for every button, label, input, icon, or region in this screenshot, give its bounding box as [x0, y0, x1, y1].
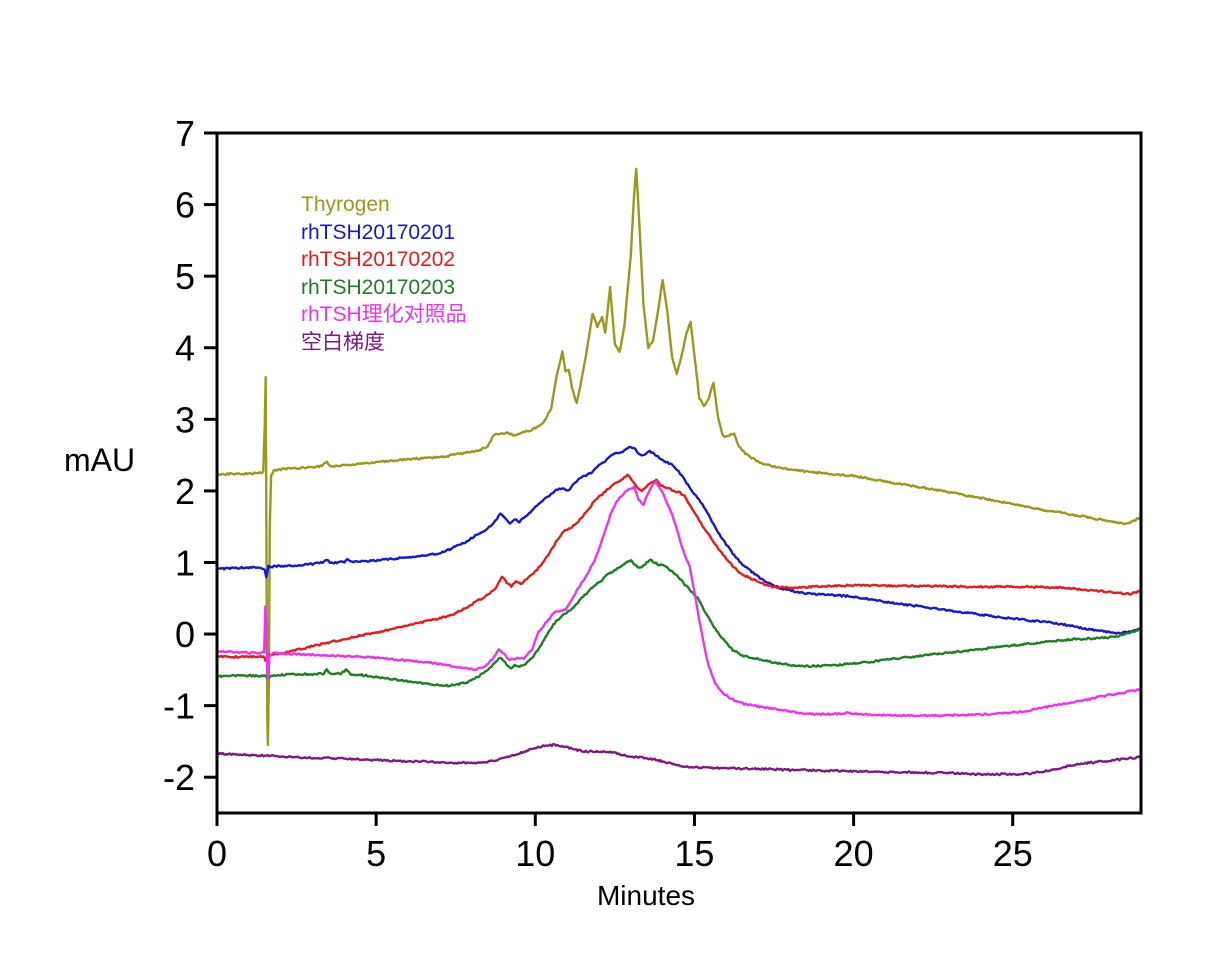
series-line-5	[217, 743, 1141, 777]
y-tick-label: 5	[175, 256, 195, 297]
y-tick-label: 4	[175, 328, 195, 369]
legend-item-thyrogen: Thyrogen	[301, 193, 390, 216]
plot-border	[215, 131, 1143, 815]
y-tick-label: 0	[175, 614, 195, 655]
y-axis-title: mAU	[64, 442, 136, 478]
x-tick-label: 10	[515, 833, 555, 874]
legend-item-blank-gradient: 空白梯度	[301, 330, 385, 354]
legend-item-rhtsh-reference: rhTSH理化对照品	[301, 303, 467, 326]
x-tick-label: 25	[993, 833, 1033, 874]
legend-item-rhtsh20170203: rhTSH20170203	[301, 275, 456, 299]
y-tick-label: -2	[163, 757, 195, 798]
x-tick-label: 0	[207, 833, 227, 874]
series-lines	[217, 167, 1141, 777]
series-line-4	[217, 480, 1141, 718]
axis-ticks	[204, 131, 1015, 826]
x-tick-label: 20	[834, 833, 874, 874]
series-line-2	[217, 473, 1141, 662]
x-axis-title: Minutes	[596, 880, 696, 911]
y-tick-label: 6	[175, 185, 195, 226]
y-tick-label: 7	[175, 113, 195, 154]
legend-item-rhtsh20170202: rhTSH20170202	[301, 248, 456, 271]
x-tick-label: 15	[674, 833, 714, 874]
series-line-1	[217, 445, 1141, 635]
series-line-0	[217, 167, 1141, 747]
legend: Thyrogen rhTSH20170201 rhTSH20170202 rhT…	[301, 191, 467, 356]
x-tick-label: 5	[366, 833, 386, 874]
y-tick-label: 1	[175, 542, 195, 583]
series-line-3	[217, 558, 1141, 688]
y-tick-label: 3	[175, 399, 195, 440]
legend-item-rhtsh20170201: rhTSH20170201	[301, 220, 456, 244]
y-tick-label: -1	[163, 686, 195, 727]
y-tick-label: 2	[175, 471, 195, 512]
